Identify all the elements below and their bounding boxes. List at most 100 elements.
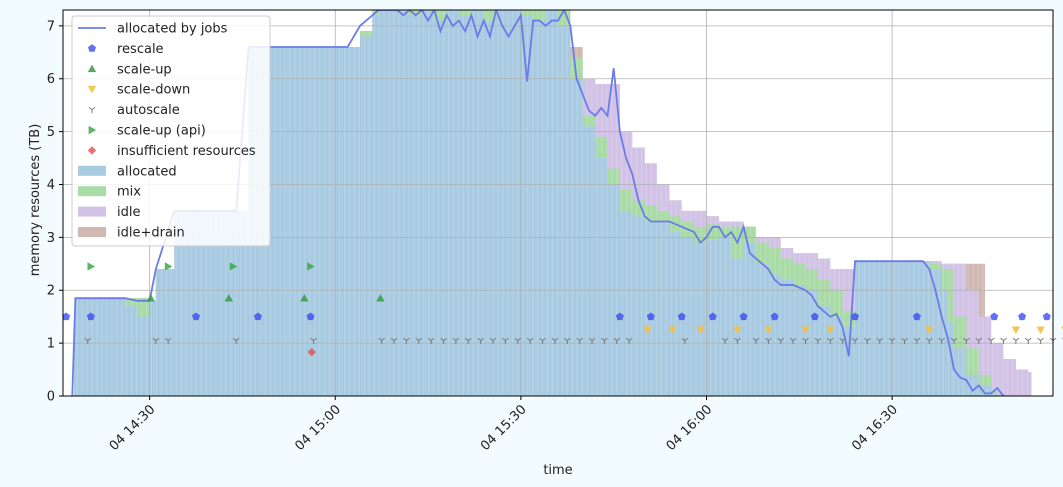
marker-autoscale: [625, 337, 633, 344]
marker-rescale: [86, 312, 95, 321]
legend: allocated by jobs rescale scale-up scale-do…: [71, 15, 271, 247]
marker-scale-down: [764, 326, 773, 335]
marker-autoscale: [152, 337, 160, 344]
series-line-allocated-by-jobs: [71, 10, 1005, 396]
legend-label: rescale: [117, 42, 164, 57]
marker-autoscale: [1012, 337, 1020, 344]
marker-autoscale: [310, 337, 317, 344]
marker-scale-down: [696, 326, 705, 335]
marker-autoscale: [963, 337, 970, 344]
marker-autoscale: [514, 337, 522, 344]
marker-autoscale: [826, 337, 834, 344]
marker-autoscale: [502, 337, 509, 344]
marker-rescale: [1018, 312, 1027, 321]
legend-label: idle: [117, 205, 140, 220]
marker-autoscale: [390, 337, 398, 344]
marker-rescale: [708, 312, 717, 321]
marker-scale-up-api-: [307, 262, 315, 271]
marker-autoscale: [403, 337, 410, 344]
marker-autoscale: [464, 337, 472, 344]
marker-autoscale: [613, 337, 621, 344]
y-tick-label: 0: [47, 390, 55, 405]
series-lines: [71, 10, 1005, 396]
marker-autoscale: [777, 337, 785, 344]
marker-autoscale: [526, 337, 534, 344]
marker-autoscale: [539, 337, 546, 344]
marker-autoscale: [452, 337, 460, 344]
legend-swatch-marker: [88, 125, 97, 135]
marker-autoscale: [164, 337, 172, 344]
marker-rescale: [851, 312, 859, 321]
marker-autoscale: [888, 337, 896, 344]
y-tick-label: 5: [47, 125, 55, 140]
marker-rescale: [62, 312, 71, 321]
marker-autoscale: [925, 337, 933, 344]
x-axis-label: time: [543, 463, 572, 478]
marker-autoscale: [721, 337, 729, 344]
y-tick-label: 2: [47, 284, 55, 299]
marker-autoscale: [814, 337, 822, 344]
plot-area: [63, 10, 1053, 396]
marker-autoscale: [440, 337, 447, 344]
legend-swatch-marker: [87, 85, 97, 94]
marker-scale-down: [801, 326, 810, 335]
marker-scale-up: [376, 293, 385, 302]
marker-rescale: [253, 312, 262, 321]
marker-scale-down: [826, 326, 835, 335]
marker-autoscale: [802, 337, 809, 344]
marker-autoscale: [864, 337, 871, 344]
marker-insufficient-resources: [307, 347, 316, 357]
legend-label: autoscale: [117, 103, 180, 118]
marker-scale-down: [1036, 326, 1045, 335]
marker-autoscale: [901, 337, 908, 344]
marker-rescale: [1042, 312, 1051, 321]
legend-swatch-patch: [78, 186, 106, 197]
legend-swatch-marker: [88, 106, 96, 114]
marker-scale-up: [224, 293, 234, 302]
x-tick-label: 04 16:00: [664, 402, 716, 454]
marker-autoscale: [839, 337, 846, 344]
marker-autoscale: [752, 337, 760, 344]
marker-autoscale: [1000, 337, 1007, 344]
marker-scale-up-api-: [164, 262, 173, 271]
y-tick-label: 3: [47, 231, 55, 246]
x-tick-label: 04 15:00: [292, 402, 344, 454]
marker-scale-down: [1011, 326, 1021, 335]
marker-scale-up: [300, 293, 309, 302]
legend-swatch-patch: [78, 227, 106, 237]
marker-autoscale: [851, 337, 859, 344]
marker-scale-down: [733, 326, 742, 335]
marker-rescale: [990, 312, 999, 321]
marker-autoscale: [1037, 337, 1044, 344]
marker-scale-down: [925, 326, 934, 335]
marker-autoscale: [1024, 337, 1032, 344]
legend-label: allocated by jobs: [117, 22, 228, 37]
legend-swatch-marker: [88, 44, 96, 52]
marker-rescale: [912, 312, 921, 321]
legend-label: allocated: [117, 164, 177, 179]
marker-autoscale: [876, 337, 884, 344]
marker-autoscale: [489, 337, 497, 344]
marker-rescale: [810, 312, 819, 321]
event-markers: [62, 262, 1063, 357]
marker-autoscale: [789, 337, 797, 344]
marker-autoscale: [913, 337, 921, 344]
marker-autoscale: [576, 337, 583, 344]
y-axis-label: memory resources (TB): [28, 124, 43, 277]
marker-autoscale: [477, 337, 484, 344]
y-tick-label: 7: [47, 19, 55, 34]
marker-autoscale: [378, 337, 385, 344]
marker-rescale: [770, 312, 779, 321]
x-tick-label: 04 16:30: [849, 402, 901, 454]
legend-box: [71, 15, 271, 247]
marker-autoscale: [987, 337, 995, 344]
marker-autoscale: [975, 337, 983, 344]
marker-autoscale: [681, 337, 689, 344]
legend-label: scale-up: [117, 62, 172, 77]
legend-label: scale-down: [117, 83, 190, 98]
marker-scale-down: [643, 326, 652, 335]
marker-autoscale: [415, 337, 423, 344]
legend-swatch-marker: [87, 64, 97, 73]
legend-label: idle+drain: [117, 226, 185, 241]
